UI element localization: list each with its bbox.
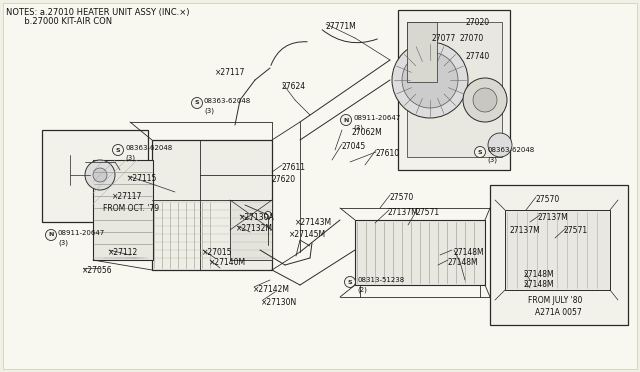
Text: ×27143M: ×27143M — [295, 218, 332, 227]
Text: 08363-62048: 08363-62048 — [125, 145, 172, 151]
Text: 27148M: 27148M — [454, 248, 484, 257]
Text: 27062M: 27062M — [352, 128, 383, 137]
Text: (3): (3) — [204, 108, 214, 114]
Text: (3): (3) — [58, 240, 68, 246]
Text: (2): (2) — [357, 287, 367, 293]
Text: ×27117: ×27117 — [215, 68, 245, 77]
Text: 27570: 27570 — [535, 195, 559, 204]
Text: 27570: 27570 — [390, 193, 414, 202]
Text: (3): (3) — [353, 125, 363, 131]
Text: 27740: 27740 — [465, 52, 489, 61]
Bar — [407, 22, 502, 157]
Text: 27571: 27571 — [416, 208, 440, 217]
Text: 27020: 27020 — [465, 18, 489, 27]
Circle shape — [191, 97, 202, 109]
Bar — [93, 160, 153, 260]
Circle shape — [392, 42, 468, 118]
Text: 27571: 27571 — [564, 226, 588, 235]
Text: ×27112: ×27112 — [108, 248, 138, 257]
Circle shape — [473, 88, 497, 112]
Text: N: N — [48, 232, 54, 237]
Bar — [230, 200, 272, 260]
Bar — [355, 220, 485, 285]
Text: b.27000 KIT-AIR CON: b.27000 KIT-AIR CON — [6, 17, 112, 26]
Text: 27771M: 27771M — [326, 22, 356, 31]
Text: A271A 0057: A271A 0057 — [535, 308, 582, 317]
Text: 27148M: 27148M — [447, 258, 477, 267]
Bar — [398, 10, 510, 170]
Bar — [42, 130, 148, 222]
Circle shape — [93, 168, 107, 182]
Circle shape — [402, 52, 458, 108]
Circle shape — [344, 276, 355, 288]
Text: 27624: 27624 — [282, 82, 306, 91]
Text: ×27140M: ×27140M — [209, 258, 246, 267]
Bar — [407, 22, 437, 82]
Text: ×27056: ×27056 — [82, 266, 113, 275]
Text: 27137M: 27137M — [538, 213, 569, 222]
Circle shape — [45, 230, 56, 241]
Text: S: S — [348, 279, 352, 285]
Text: ×27130N: ×27130N — [261, 298, 297, 307]
Text: ×27115: ×27115 — [127, 174, 157, 183]
Text: 27620: 27620 — [271, 175, 295, 184]
Text: ×27130A: ×27130A — [239, 213, 275, 222]
Text: ×27145M: ×27145M — [289, 230, 326, 239]
Text: S: S — [116, 148, 120, 153]
Bar — [490, 185, 628, 325]
Text: S: S — [477, 150, 483, 154]
Text: 27137M: 27137M — [388, 208, 419, 217]
Text: 27611: 27611 — [281, 163, 305, 172]
Text: NOTES: a.27010 HEATER UNIT ASSY (INC.×): NOTES: a.27010 HEATER UNIT ASSY (INC.×) — [6, 8, 189, 17]
Text: 08911-20647: 08911-20647 — [58, 230, 105, 236]
Text: 27610: 27610 — [375, 149, 399, 158]
Text: FROM JULY '80: FROM JULY '80 — [528, 296, 582, 305]
Text: S: S — [195, 100, 199, 106]
Text: ×27117: ×27117 — [112, 192, 142, 201]
Bar — [152, 140, 272, 270]
Circle shape — [85, 160, 115, 190]
Circle shape — [488, 133, 512, 157]
Text: 08313-51238: 08313-51238 — [357, 277, 404, 283]
Text: (3): (3) — [125, 155, 135, 161]
Text: 27148M: 27148M — [524, 280, 555, 289]
Text: ×27142M: ×27142M — [253, 285, 290, 294]
Text: 08363-62048: 08363-62048 — [487, 147, 534, 153]
Text: ×27015: ×27015 — [202, 248, 232, 257]
Text: N: N — [343, 118, 349, 122]
Text: ×27132M: ×27132M — [236, 224, 273, 233]
Text: 27045: 27045 — [342, 142, 366, 151]
Text: 08911-20647: 08911-20647 — [353, 115, 400, 121]
Circle shape — [340, 115, 351, 125]
Circle shape — [463, 78, 507, 122]
Circle shape — [474, 147, 486, 157]
Bar — [505, 210, 610, 290]
Text: 08363-62048: 08363-62048 — [204, 98, 252, 104]
Text: (3): (3) — [487, 157, 497, 163]
Text: 27070: 27070 — [460, 34, 484, 43]
Text: 27077: 27077 — [432, 34, 456, 43]
Text: 27137M: 27137M — [510, 226, 541, 235]
Circle shape — [113, 144, 124, 155]
Text: FROM OCT. '79: FROM OCT. '79 — [103, 204, 159, 213]
Circle shape — [264, 212, 271, 218]
Text: 27148M: 27148M — [524, 270, 555, 279]
